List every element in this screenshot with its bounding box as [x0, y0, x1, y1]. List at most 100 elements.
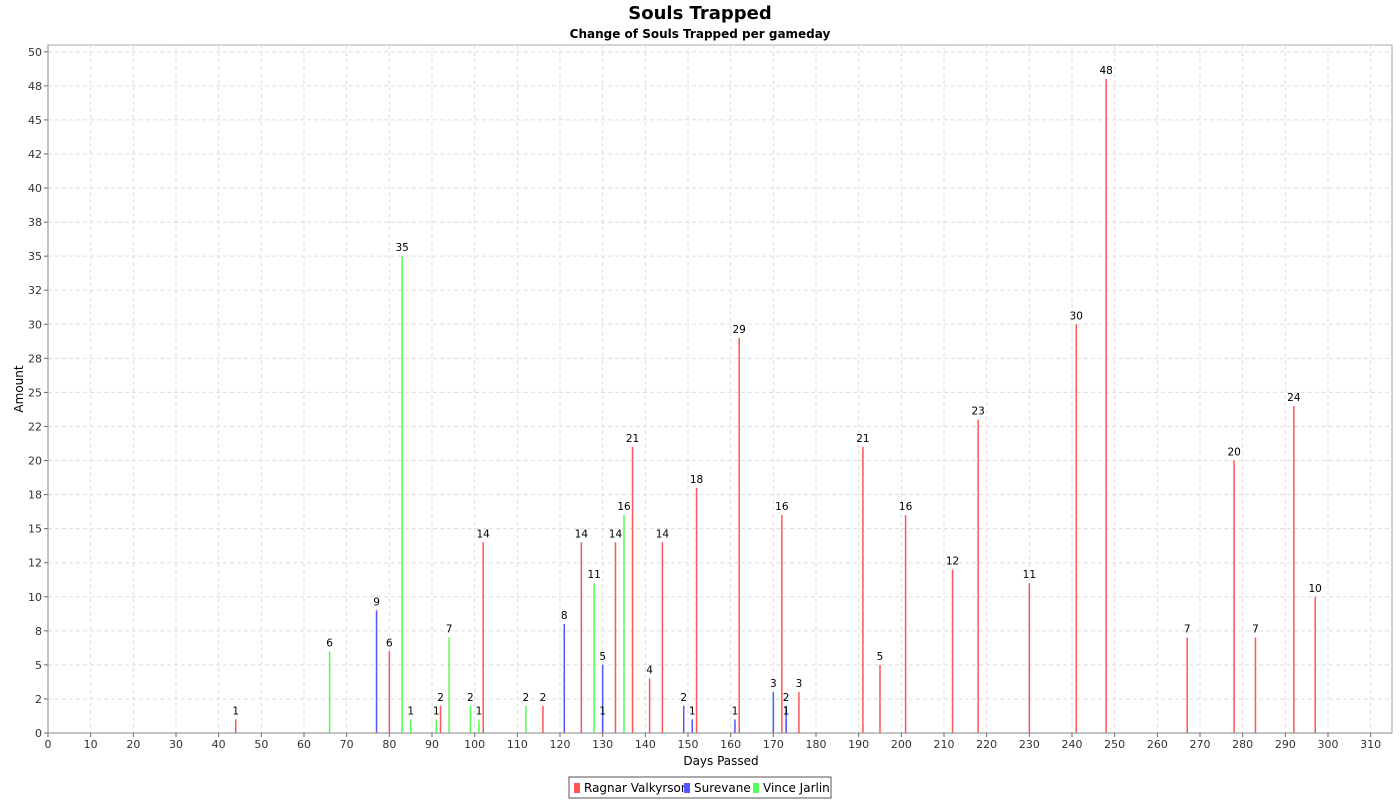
- data-label: 29: [733, 324, 746, 336]
- x-tick-label: 220: [976, 738, 997, 751]
- legend-swatch: [684, 783, 690, 793]
- data-label: 2: [783, 692, 790, 704]
- data-label: 1: [407, 705, 414, 717]
- data-label: 24: [1287, 392, 1301, 404]
- data-label: 35: [395, 242, 408, 254]
- bar: [614, 542, 617, 733]
- data-label: 2: [540, 692, 547, 704]
- bar: [862, 446, 864, 733]
- bar: [781, 515, 783, 733]
- x-tick-label: 250: [1104, 738, 1125, 751]
- x-tick-label: 180: [806, 738, 827, 751]
- data-label: 10: [1309, 583, 1322, 595]
- bar: [1186, 637, 1188, 733]
- chart-subtitle: Change of Souls Trapped per gameday: [570, 27, 831, 41]
- bar: [525, 705, 527, 733]
- y-tick-label: 32: [28, 284, 42, 297]
- data-label: 1: [433, 705, 440, 717]
- plot-area: [47, 44, 1393, 734]
- data-label: 30: [1070, 310, 1083, 322]
- bar: [580, 542, 583, 733]
- bar: [1028, 583, 1031, 733]
- bar: [1233, 460, 1235, 733]
- data-label: 7: [446, 624, 453, 636]
- y-tick-label: 10: [28, 591, 42, 604]
- y-tick-label: 50: [28, 46, 42, 59]
- x-tick-label: 110: [507, 738, 528, 751]
- bar: [375, 610, 378, 733]
- bar: [661, 542, 664, 733]
- y-tick-label: 20: [28, 455, 42, 468]
- y-tick-label: 8: [35, 625, 42, 638]
- bar: [1254, 637, 1257, 733]
- x-tick-label: 0: [45, 738, 52, 751]
- legend-swatch: [574, 783, 580, 793]
- x-tick-label: 210: [934, 738, 955, 751]
- bar: [601, 719, 604, 733]
- x-tick-label: 50: [254, 738, 268, 751]
- data-label: 14: [575, 528, 589, 540]
- data-label: 48: [1099, 65, 1112, 77]
- bar: [482, 542, 484, 733]
- x-tick-label: 310: [1360, 738, 1381, 751]
- data-label: 3: [770, 678, 777, 690]
- x-tick-label: 40: [212, 738, 226, 751]
- bar: [738, 337, 740, 733]
- data-label: 21: [626, 433, 639, 445]
- y-tick-label: 12: [28, 557, 42, 570]
- data-label: 3: [796, 678, 803, 690]
- bar: [1105, 79, 1107, 734]
- chart-title: Souls Trapped: [628, 3, 771, 24]
- bar: [631, 446, 634, 733]
- data-label: 16: [617, 501, 631, 513]
- bar: [328, 651, 331, 733]
- y-tick-label: 45: [28, 114, 42, 127]
- data-label: 6: [386, 637, 393, 649]
- x-tick-label: 150: [678, 738, 699, 751]
- y-tick-label: 5: [35, 659, 42, 672]
- bar: [785, 719, 787, 733]
- bar: [951, 569, 954, 733]
- x-tick-label: 20: [126, 738, 140, 751]
- bar: [388, 651, 391, 733]
- data-label: 20: [1227, 447, 1240, 459]
- bar: [234, 719, 237, 733]
- bar: [695, 487, 698, 733]
- data-label: 11: [1023, 569, 1036, 581]
- data-label: 23: [971, 406, 984, 418]
- data-label: 14: [477, 528, 491, 540]
- legend: Ragnar Valkyrson Surevane Vince Jarlin: [568, 776, 832, 799]
- data-label: 16: [775, 501, 789, 513]
- x-tick-label: 160: [720, 738, 741, 751]
- x-tick-label: 10: [84, 738, 98, 751]
- data-label: 14: [609, 528, 623, 540]
- x-tick-label: 170: [763, 738, 784, 751]
- bar: [1075, 324, 1078, 733]
- bar: [563, 624, 566, 733]
- x-tick-label: 270: [1190, 738, 1211, 751]
- legend-label: Surevane: [694, 781, 751, 795]
- bar: [977, 419, 979, 733]
- data-label: 1: [599, 705, 606, 717]
- bar: [691, 719, 694, 733]
- legend-label: Ragnar Valkyrson: [584, 781, 688, 795]
- data-label: 2: [523, 692, 530, 704]
- grid-lines: [48, 45, 1392, 733]
- bar: [879, 664, 881, 733]
- y-tick-label: 35: [28, 250, 42, 263]
- data-label: 1: [783, 705, 790, 717]
- bar: [409, 719, 412, 733]
- x-tick-label: 260: [1147, 738, 1168, 751]
- x-tick-label: 60: [297, 738, 311, 751]
- y-tick-label: 15: [28, 523, 42, 536]
- x-tick-label: 70: [340, 738, 354, 751]
- bar: [435, 719, 438, 733]
- x-tick-label: 100: [464, 738, 485, 751]
- y-axis-label: Amount: [12, 365, 26, 412]
- x-tick-label: 190: [848, 738, 869, 751]
- bar: [904, 515, 907, 733]
- bar: [478, 719, 480, 733]
- bar: [623, 515, 625, 733]
